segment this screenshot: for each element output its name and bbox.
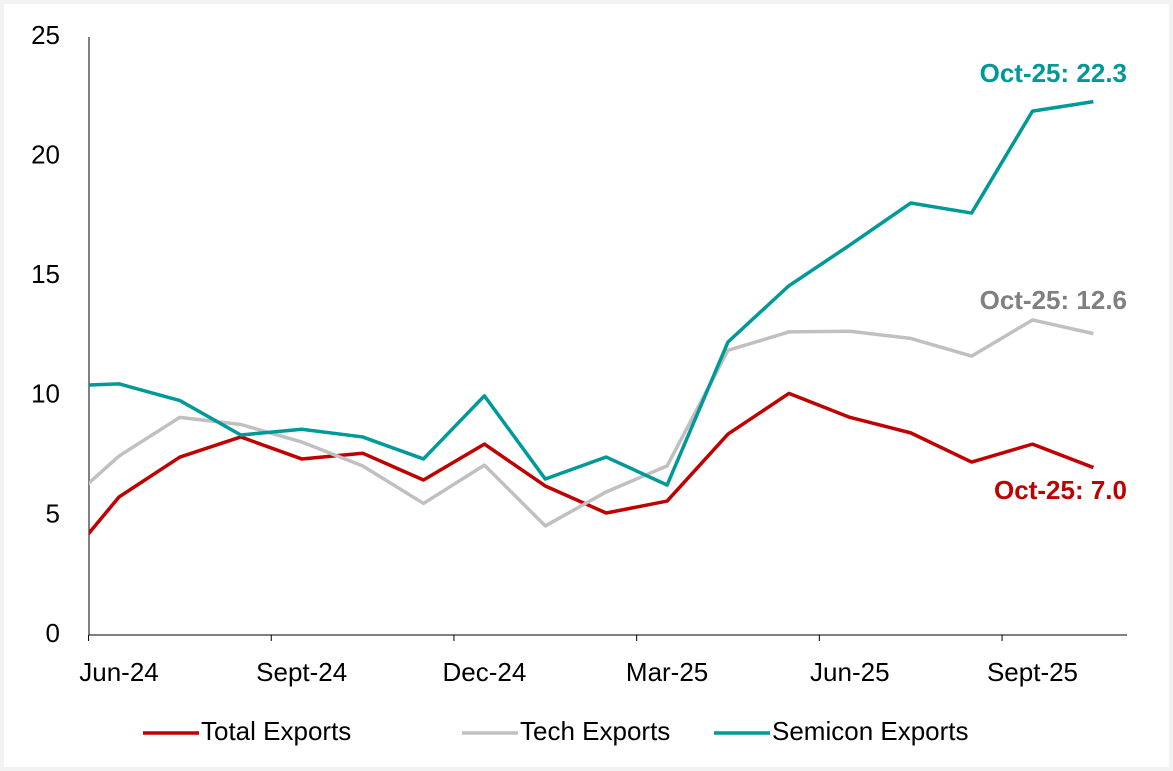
series-line: [89, 318, 1094, 528]
legend-label: Semicon Exports: [772, 716, 969, 746]
legend-label: Tech Exports: [520, 716, 670, 746]
y-tick-label: 5: [46, 498, 60, 528]
legend-label: Total Exports: [201, 716, 351, 746]
x-tick-label: Jun-24: [79, 657, 159, 687]
chart-background: [4, 4, 1169, 767]
y-tick-label: 25: [31, 20, 60, 50]
y-tick-label: 20: [31, 139, 60, 169]
annotation: Oct-25: 22.3: [980, 58, 1127, 88]
y-tick-label: 10: [31, 379, 60, 409]
plot-lines: [89, 99, 1095, 536]
y-tick-label: 0: [46, 618, 60, 648]
annotation: Oct-25: 12.6: [980, 285, 1127, 315]
annotation: Oct-25: 7.0: [994, 475, 1127, 505]
x-tick-label: Jun-25: [810, 657, 890, 687]
x-tick-label: Mar-25: [626, 657, 708, 687]
x-tick-label: Dec-24: [442, 657, 526, 687]
series-line: [89, 391, 1095, 536]
x-tick-label: Sept-24: [256, 657, 347, 687]
series-line: [89, 99, 1094, 487]
x-tick-label: Sept-25: [987, 657, 1078, 687]
y-tick-label: 15: [31, 259, 60, 289]
